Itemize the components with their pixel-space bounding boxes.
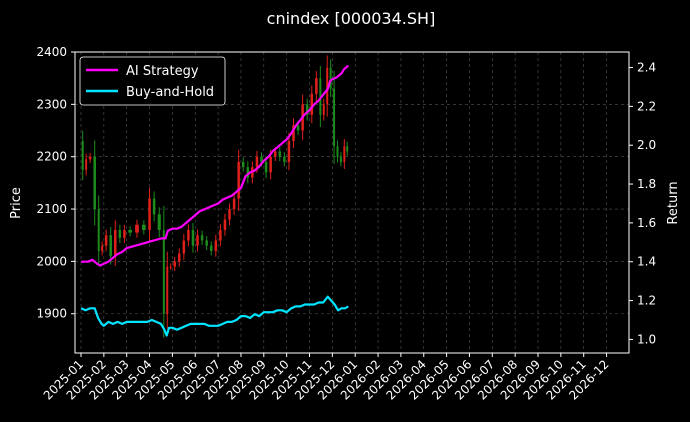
y2-tick-label: 1.4	[637, 255, 656, 269]
candle-body	[173, 261, 176, 267]
candle-body	[315, 78, 318, 94]
y2-axis-label: Return	[666, 181, 681, 224]
candle-body	[123, 229, 126, 238]
candle-body	[260, 156, 263, 162]
candle-body	[255, 156, 259, 168]
candle-body	[322, 104, 325, 115]
y-tick-label: 2400	[36, 45, 67, 59]
candle-body	[326, 67, 329, 105]
candle-body	[104, 235, 108, 246]
candle-body	[187, 229, 190, 241]
candle-body	[269, 156, 272, 173]
y-tick-label: 2300	[36, 97, 67, 111]
candle-body	[343, 146, 346, 162]
candle-body	[273, 151, 277, 157]
candle-body	[135, 224, 139, 233]
y-tick-label: 2100	[36, 202, 67, 216]
candle-body	[128, 229, 133, 233]
y2-tick-label: 2.0	[637, 138, 656, 152]
candle-body	[85, 159, 88, 170]
candle-body	[148, 198, 151, 230]
y2-tick-label: 2.4	[637, 61, 656, 75]
candle-body	[287, 140, 291, 162]
candle-body	[292, 125, 295, 141]
y-axis-left: 1900 2000 2100 2200 2300 2400	[36, 45, 75, 321]
candle-body	[114, 229, 117, 257]
plot-frame	[74, 51, 630, 354]
candle-body	[101, 245, 104, 251]
candle-body	[333, 88, 336, 147]
candle-body	[109, 235, 112, 257]
candle-body	[152, 198, 156, 215]
legend: AI Strategy Buy-and-Hold	[79, 56, 226, 106]
candle-body	[310, 93, 314, 115]
candle-body	[81, 140, 84, 170]
y-axis-label: Price	[9, 187, 24, 219]
candle-body	[97, 209, 100, 251]
candle-body	[319, 78, 322, 115]
candle-body	[88, 156, 92, 160]
candle-body	[264, 161, 268, 173]
candle-body	[209, 245, 213, 251]
candle-body	[162, 229, 165, 314]
chart-title: cnindex [000034.SH]	[267, 9, 436, 28]
y2-tick-label: 1.2	[637, 294, 656, 308]
candle-body	[93, 156, 96, 210]
candle-body	[191, 229, 195, 246]
candle-body	[118, 229, 122, 238]
candle-body	[196, 235, 199, 246]
candle-body	[232, 198, 236, 210]
candle-body	[296, 125, 300, 131]
candle-body	[237, 161, 240, 199]
y-axis-right: 1.0 1.2 1.4 1.6 1.8 2.0 2.2 2.4	[629, 61, 656, 346]
candle-body	[223, 219, 227, 230]
y-tick-label: 1900	[36, 307, 67, 321]
candle-body	[329, 67, 332, 89]
legend-label-bh: Buy-and-Hold	[126, 85, 214, 100]
candle-body	[241, 161, 245, 168]
candle-body	[166, 266, 169, 314]
y-tick-label: 2200	[36, 150, 67, 164]
candle-body	[305, 104, 309, 115]
series-lines	[80, 64, 350, 337]
y2-tick-label: 1.8	[637, 177, 656, 191]
candle-body	[182, 240, 186, 254]
candle-body	[177, 253, 181, 262]
y2-tick-label: 1.0	[637, 332, 656, 346]
candle-body	[339, 156, 342, 162]
candle-body	[169, 266, 172, 268]
candle-body	[336, 146, 339, 157]
candle-body	[141, 224, 146, 230]
candle-body	[219, 229, 222, 241]
candle-body	[214, 240, 218, 251]
candle-body	[278, 151, 282, 157]
candle-body	[205, 240, 208, 246]
series-line-buy-and-hold	[80, 295, 349, 337]
candle-body	[246, 167, 250, 178]
y-tick-label: 2000	[36, 254, 67, 268]
y2-tick-label: 1.6	[637, 216, 656, 230]
candle-body	[157, 214, 161, 230]
candle-body	[200, 235, 204, 241]
y2-tick-label: 2.2	[637, 99, 656, 113]
candle-body	[228, 209, 231, 220]
candle-body	[283, 156, 286, 162]
candle-body	[346, 146, 349, 152]
legend-label-ai: AI Strategy	[126, 64, 199, 79]
series-line-ai-strategy	[81, 64, 350, 267]
